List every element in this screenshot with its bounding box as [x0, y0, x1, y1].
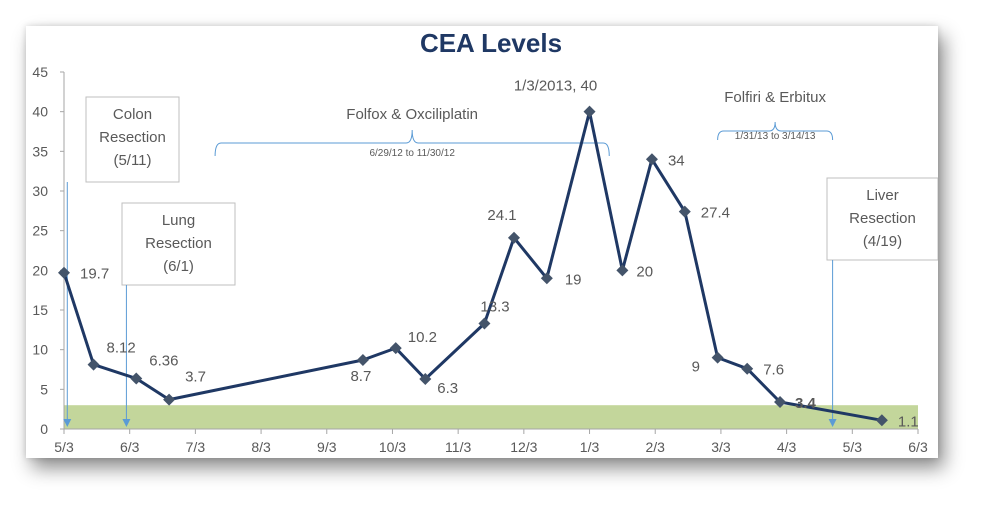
- data-label: 19: [565, 271, 582, 288]
- lung-resection-text: Resection: [145, 235, 212, 252]
- data-marker: [130, 372, 143, 385]
- data-label: 3.7: [185, 369, 206, 386]
- y-tick-label: 25: [32, 223, 48, 239]
- data-marker: [540, 272, 553, 285]
- lung-resection-text: Lung: [162, 212, 195, 229]
- colon-resection-text: Resection: [99, 129, 166, 146]
- data-marker: [163, 393, 176, 406]
- data-label: 34: [668, 152, 685, 169]
- liver-resection-text: Resection: [849, 210, 916, 227]
- data-label: 8.7: [350, 368, 371, 385]
- liver-resection-text: (4/19): [863, 233, 902, 250]
- liver-resection-arrow-head: [828, 419, 837, 427]
- liver-resection-text: Liver: [866, 187, 899, 204]
- data-marker: [507, 231, 520, 244]
- data-label: 1/3/2013, 40: [514, 78, 597, 95]
- x-tick-label: 8/3: [251, 439, 271, 455]
- x-tick-label: 11/3: [445, 439, 471, 455]
- data-label: 19.7: [80, 266, 109, 283]
- chart-frame: 0 5 10 15 20 25 30 35 40 45 5/3 6/3 7/3 8/3 9/3 10/3 11/…: [26, 26, 938, 458]
- folfox-treatment-label: Folfox & Oxciliplatin: [346, 106, 478, 123]
- folfiri-treatment-label: Folfiri & Erbitux: [724, 89, 826, 106]
- y-tick-label: 20: [32, 262, 48, 278]
- data-label: 27.4: [701, 205, 730, 222]
- y-tick-label: 5: [40, 381, 48, 397]
- y-tick-label: 35: [32, 143, 48, 159]
- lung-resection-text: (6/1): [163, 258, 194, 275]
- chart-title: CEA Levels: [420, 28, 562, 58]
- colon-resection-arrow-head: [63, 419, 72, 427]
- x-tick-label: 3/3: [711, 439, 731, 455]
- lung-resection-arrow-head: [122, 419, 131, 427]
- liver-resection-box: [826, 177, 938, 261]
- colon-resection-text: (5/11): [113, 152, 151, 169]
- y-tick-label: 0: [40, 421, 48, 437]
- data-marker: [711, 351, 724, 364]
- y-tick-label: 40: [32, 104, 48, 120]
- y-tick-label: 10: [32, 342, 48, 358]
- data-label: 9: [692, 359, 700, 376]
- data-label: 24.1: [487, 207, 516, 224]
- data-marker: [875, 414, 888, 427]
- x-tick-label: 10/3: [379, 439, 406, 455]
- colon-resection-box: [85, 96, 180, 183]
- normal-range-band: [64, 405, 918, 429]
- y-tick-label: 30: [32, 183, 48, 199]
- x-tick-label: 4/3: [777, 439, 797, 455]
- y-tick-label: 45: [32, 64, 48, 80]
- data-label: 7.6: [763, 362, 784, 379]
- x-tick-label: 1/3: [580, 439, 600, 455]
- data-label: 6.3: [437, 380, 458, 397]
- data-marker: [741, 362, 754, 375]
- data-label: 10.2: [408, 329, 437, 346]
- data-marker: [389, 342, 402, 355]
- data-marker: [419, 373, 432, 386]
- x-tick-label: 6/3: [908, 439, 928, 455]
- data-label: 20: [636, 263, 653, 280]
- data-label: 8.12: [107, 340, 136, 357]
- x-tick-label: 7/3: [186, 439, 206, 455]
- data-marker: [678, 205, 691, 218]
- cea-series-line: [62, 110, 883, 422]
- x-tick-label: 9/3: [317, 439, 337, 455]
- folfiri-treatment-dates: 1/31/13 to 3/14/13: [735, 131, 816, 142]
- x-tick-label: 6/3: [120, 439, 140, 455]
- data-marker: [583, 105, 596, 118]
- data-label: 6.36: [149, 353, 178, 370]
- data-label: 3.4: [795, 395, 817, 412]
- cea-line-chart: 0 5 10 15 20 25 30 35 40 45 5/3 6/3 7/3 8/3 9/3 10/3 11/…: [32, 28, 938, 455]
- x-tick-label: 5/3: [843, 439, 863, 455]
- data-marker: [356, 353, 369, 366]
- lung-resection-box: [121, 202, 236, 286]
- data-marker: [616, 264, 629, 277]
- data-marker: [87, 358, 100, 371]
- colon-resection-text: Colon: [113, 106, 152, 123]
- folfox-treatment-dates: 6/29/12 to 11/30/12: [369, 148, 455, 159]
- data-marker: [58, 266, 70, 279]
- folfiri-treatment-brace: [717, 121, 834, 141]
- folfox-treatment-brace: [214, 129, 610, 157]
- data-marker: [645, 153, 658, 166]
- x-tick-label: 5/3: [54, 439, 74, 455]
- x-tick-label: 2/3: [645, 439, 665, 455]
- data-marker: [774, 396, 787, 409]
- data-label: 1.1: [898, 413, 919, 430]
- data-label: 13.3: [480, 298, 509, 315]
- x-tick-label: 12/3: [510, 439, 537, 455]
- y-tick-label: 15: [32, 302, 48, 318]
- data-marker: [478, 317, 491, 330]
